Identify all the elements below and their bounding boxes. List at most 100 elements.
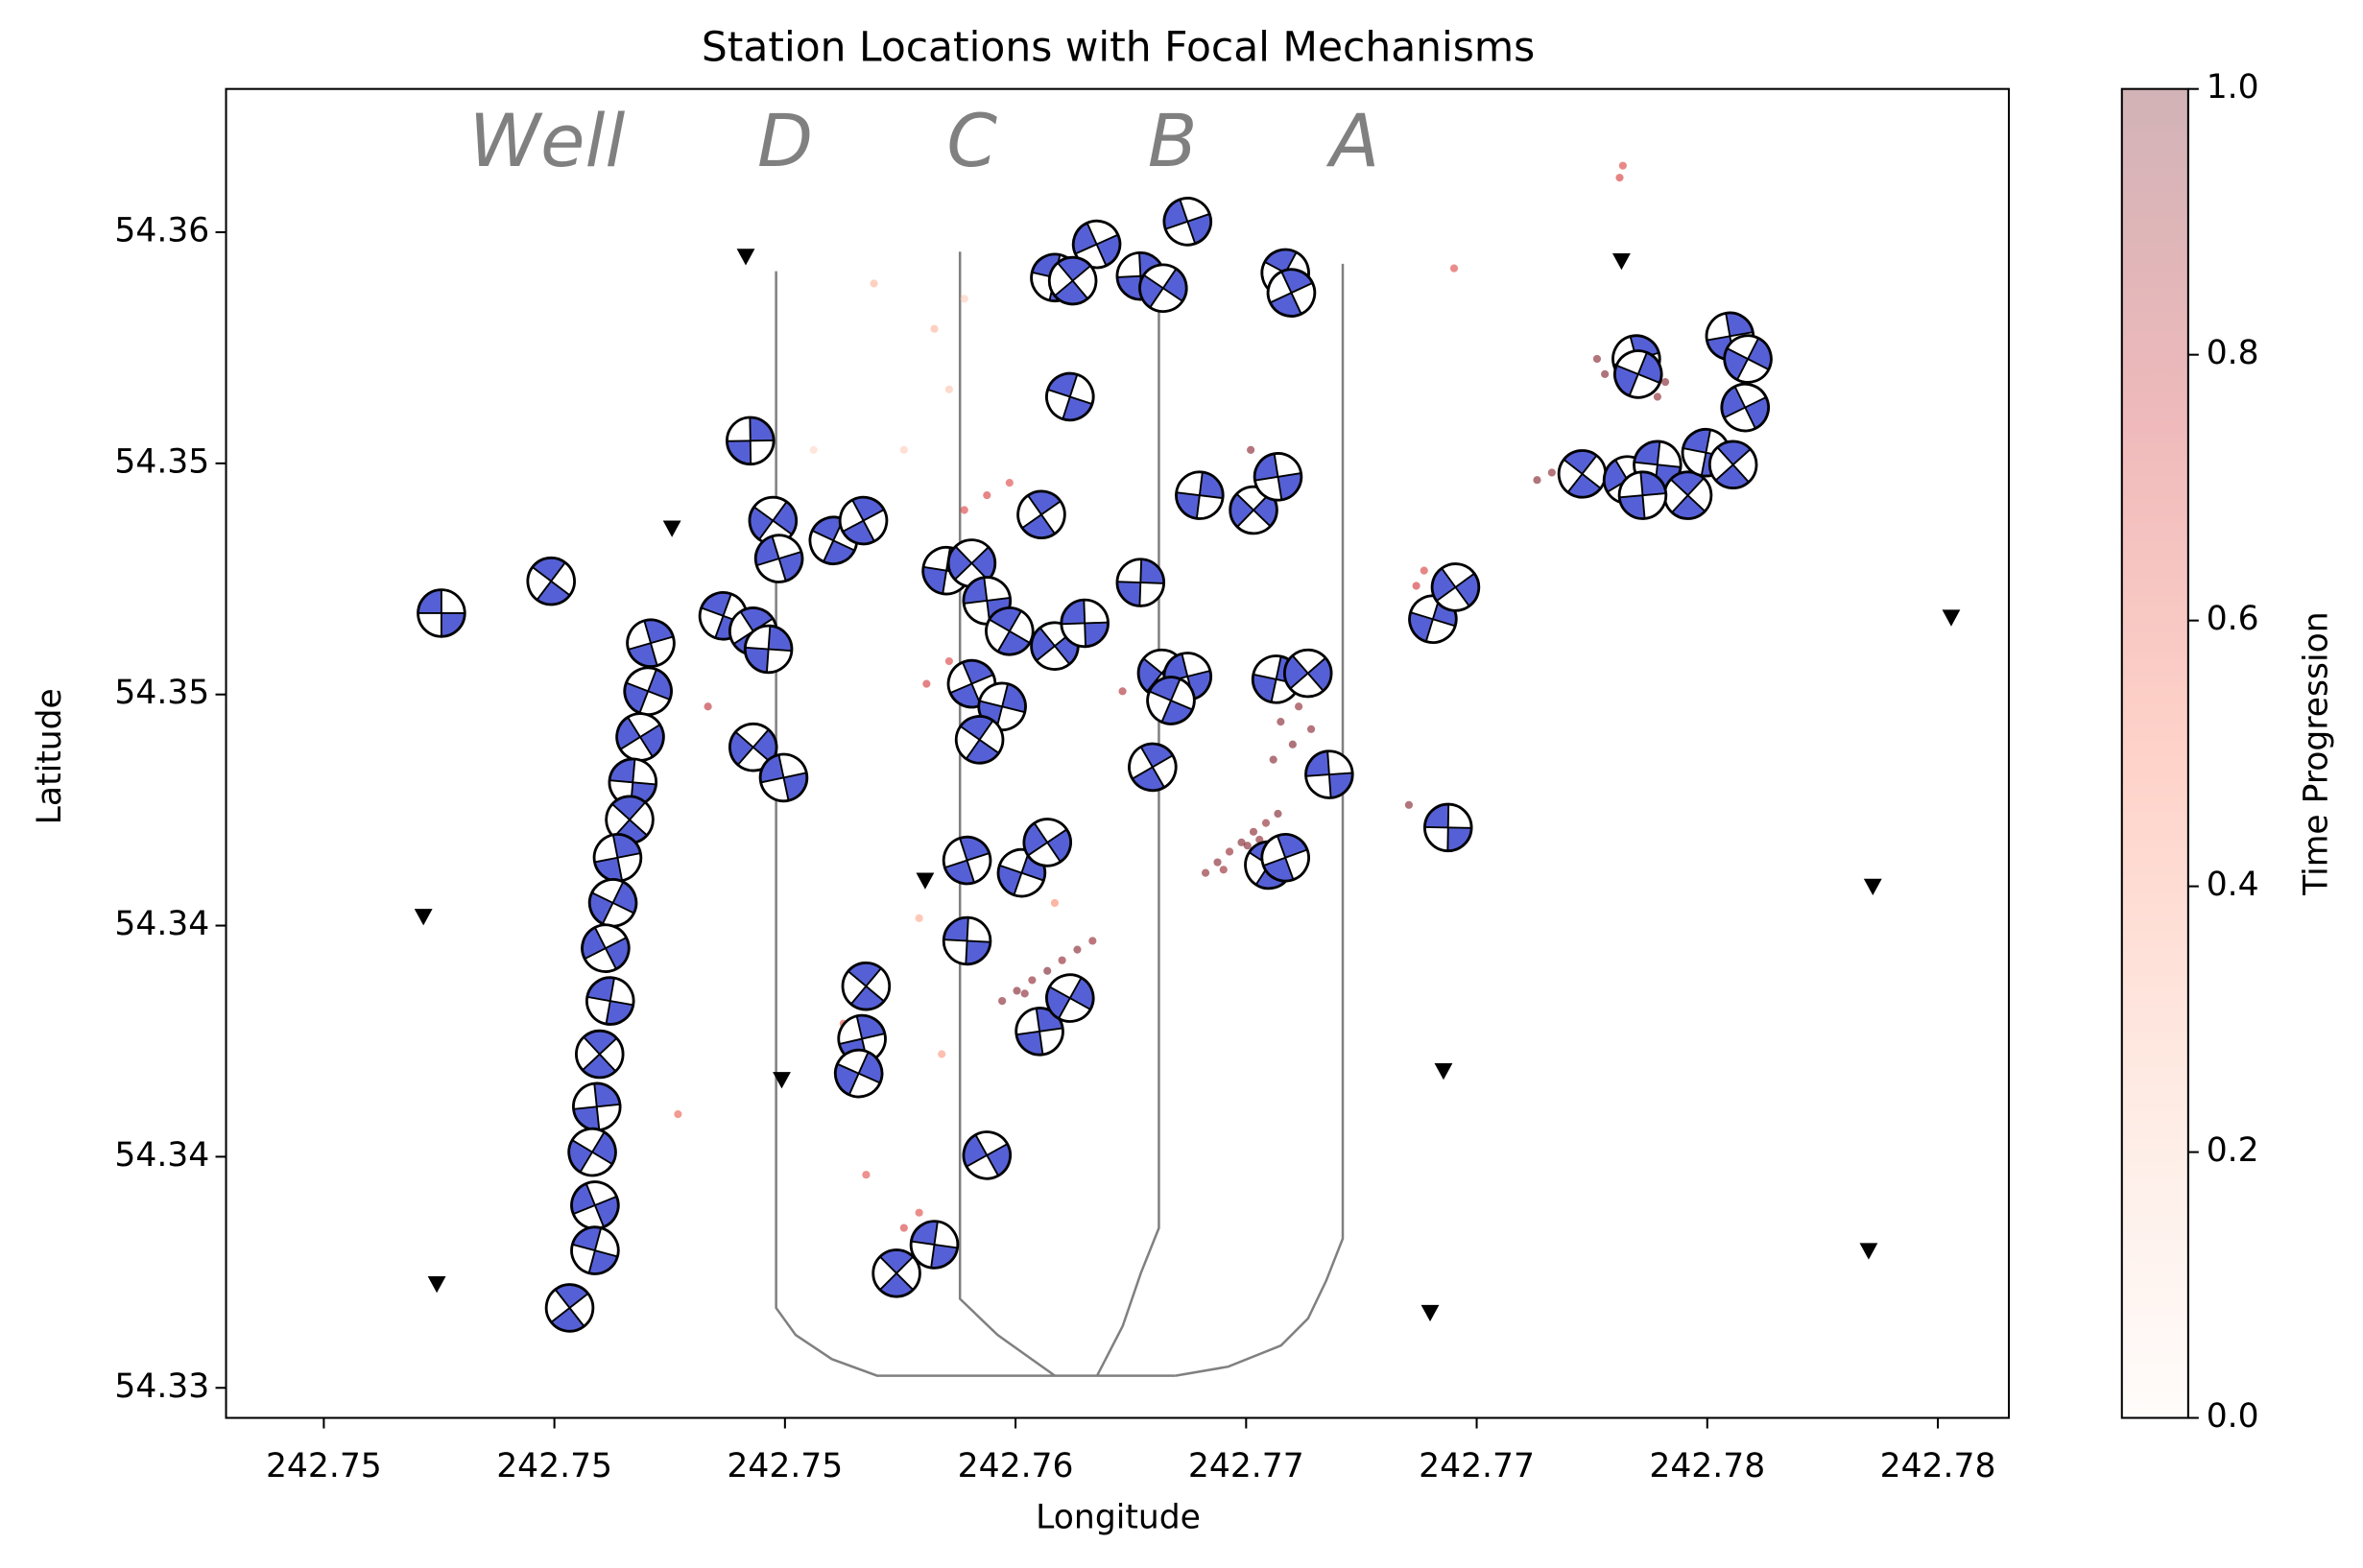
beachball-plane [1714, 448, 1752, 482]
station [1859, 1243, 1878, 1260]
colorbar-tick-label: 0.0 [2207, 1397, 2259, 1436]
beachball-quadrant [745, 647, 769, 673]
focal-mechanism [954, 715, 1005, 765]
beachball-quadrant [1139, 274, 1163, 308]
beachball-quadrant [584, 1031, 617, 1055]
focal-mechanism [1662, 470, 1713, 520]
event-point [809, 445, 818, 454]
beachball-quadrant [1164, 653, 1188, 682]
focal-mechanism [1723, 334, 1773, 384]
event-point [1213, 858, 1222, 867]
beachball-plane [1021, 500, 1062, 529]
focal-mechanism [1266, 268, 1317, 318]
y-tick-label: 54.33 [114, 1367, 209, 1406]
focal-mechanism [1060, 598, 1110, 649]
focal-mechanism [1071, 219, 1122, 270]
beachball-plane [996, 610, 1022, 653]
beachball-plane [1033, 822, 1062, 863]
event-point [998, 996, 1007, 1006]
beachball-plane [613, 801, 646, 838]
beachball-plane [777, 754, 790, 801]
event-point [1412, 582, 1420, 590]
beachball-quadrant [609, 758, 635, 783]
beachball-plane [850, 967, 882, 1005]
beachball-plane [1132, 754, 1174, 780]
beachball-plane [550, 1293, 589, 1323]
focal-mechanism [575, 1029, 625, 1080]
beachball-outline [575, 1029, 625, 1080]
beachball-plane [1733, 386, 1756, 429]
beachball-quadrant [586, 977, 614, 1002]
well-path [775, 271, 1176, 1377]
beachball-quadrant [1140, 558, 1164, 583]
focal-mechanism [1146, 676, 1196, 725]
beachball-quadrant [1563, 450, 1597, 474]
beachball-plane [1160, 678, 1182, 723]
beachball-quadrant [727, 440, 752, 464]
beachball-outline [954, 715, 1005, 765]
beachball-quadrant [1047, 829, 1071, 863]
beachball-plane [930, 1221, 939, 1269]
well-annotation: Well [469, 99, 626, 183]
beachball-plane [1083, 600, 1086, 647]
beachball-outline [1557, 449, 1608, 499]
well-annotation: D [757, 99, 813, 183]
beachball-quadrant [1031, 628, 1055, 661]
focal-mechanism [758, 752, 809, 803]
beachball-quadrant [1085, 622, 1109, 647]
focal-mechanism [567, 1127, 617, 1177]
beachball-plane [587, 1227, 603, 1273]
beachball-outline [1022, 818, 1073, 867]
beachball-quadrant [856, 1015, 885, 1039]
beachball-quadrant [1002, 683, 1026, 713]
x-tick-label: 242.75 [266, 1447, 382, 1485]
y-tick-label: 54.35 [114, 442, 209, 481]
event-point [1247, 445, 1255, 454]
beachball-quadrant [1054, 280, 1088, 304]
beachball-outline [985, 606, 1035, 656]
colorbar-frame [2120, 87, 2189, 1419]
beachball-outline [1047, 255, 1098, 306]
beachball-plane [1176, 491, 1224, 500]
beachball-quadrant [1253, 674, 1277, 702]
focal-mechanism [1617, 470, 1668, 520]
focal-mechanism [942, 835, 992, 886]
beachball-quadrant [606, 1001, 633, 1025]
event-point [1261, 819, 1271, 827]
event-point [1288, 740, 1297, 748]
beachball-quadrant [1022, 514, 1055, 538]
focal-mechanism [833, 1048, 884, 1099]
focal-mechanism [1016, 489, 1066, 540]
beachball-plane [949, 674, 994, 694]
focal-mechanism [1045, 371, 1095, 422]
event-point [899, 1224, 908, 1232]
beachball-quadrant [1069, 977, 1094, 1010]
x-tick-label: 242.75 [727, 1447, 843, 1485]
event-point [944, 656, 953, 666]
event-point [1618, 161, 1627, 170]
beachball-quadrant [750, 416, 775, 441]
beachball-plane [1179, 199, 1197, 245]
beachball-outline [1260, 833, 1310, 883]
event-point [1306, 725, 1316, 733]
station [1942, 609, 1961, 627]
focal-mechanism [743, 624, 794, 675]
beachball-plane [626, 681, 671, 701]
focal-mechanism [753, 534, 804, 583]
colorbar-tick-label: 0.2 [2207, 1131, 2259, 1170]
beachball-plane [879, 1255, 914, 1291]
station [736, 249, 755, 266]
station [1863, 878, 1882, 896]
beachball-quadrant [960, 716, 993, 740]
beachball-quadrant [1277, 473, 1301, 500]
x-axis-label: Longitude [1036, 1498, 1201, 1536]
beachball-plane [585, 1183, 605, 1227]
event-point [1118, 687, 1127, 696]
event-point [915, 1208, 923, 1217]
event-point [1615, 174, 1624, 182]
beachball-outline [1266, 268, 1317, 318]
beachball-quadrant [1328, 772, 1353, 798]
beachball-plane [582, 1037, 618, 1071]
focal-mechanism [1045, 973, 1095, 1023]
beachball-quadrant [1717, 440, 1751, 465]
